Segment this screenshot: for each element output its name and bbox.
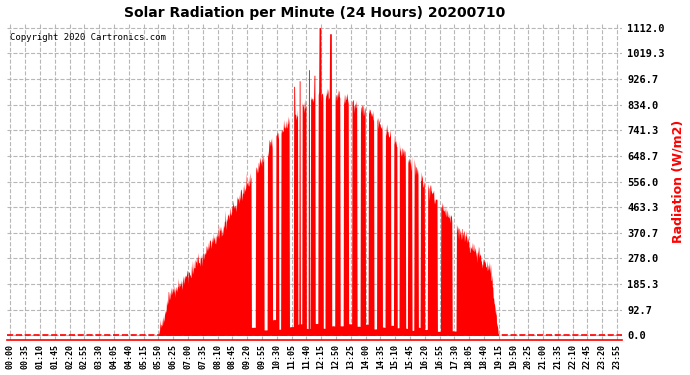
Y-axis label: Radiation (W/m2): Radiation (W/m2) xyxy=(671,120,684,243)
Text: Copyright 2020 Cartronics.com: Copyright 2020 Cartronics.com xyxy=(10,33,166,42)
Title: Solar Radiation per Minute (24 Hours) 20200710: Solar Radiation per Minute (24 Hours) 20… xyxy=(124,6,505,20)
